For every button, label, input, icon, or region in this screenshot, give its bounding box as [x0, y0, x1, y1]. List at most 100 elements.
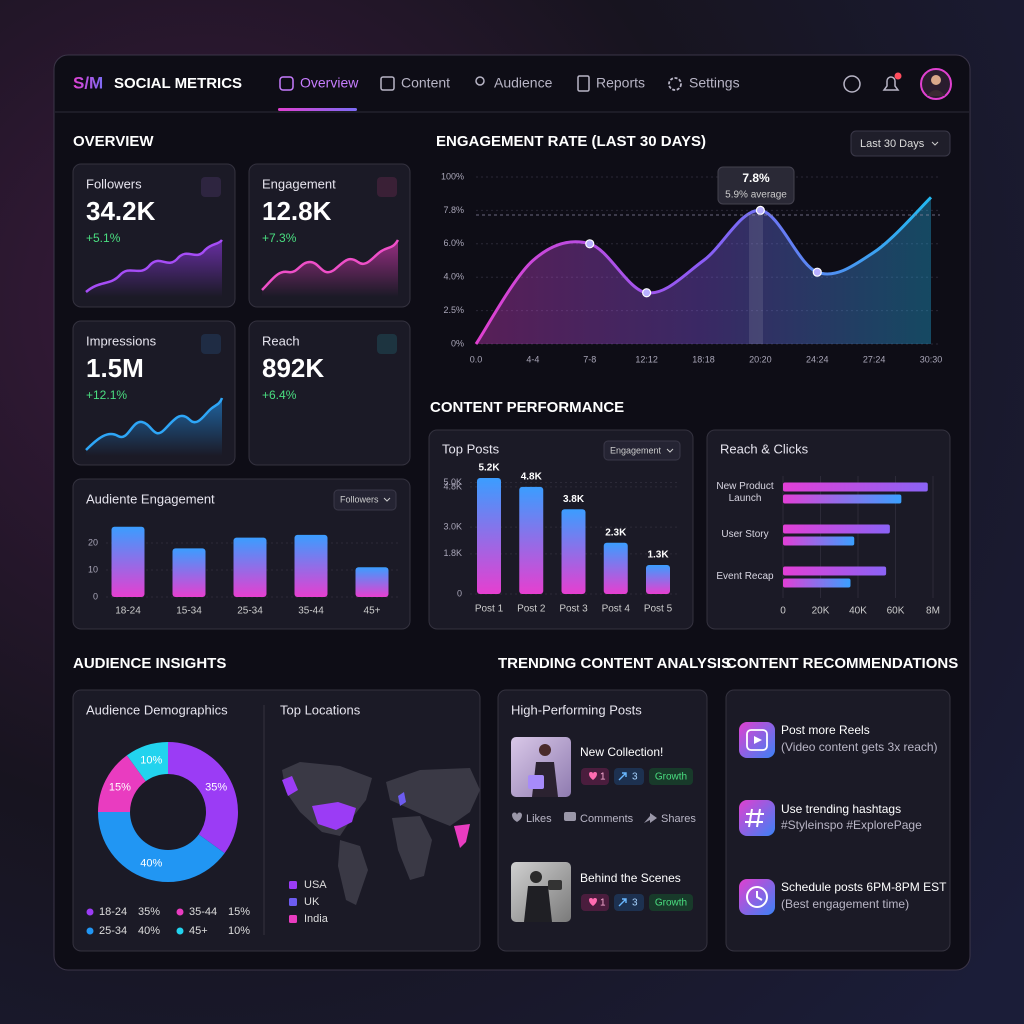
x-tick-label: 12:12	[635, 354, 658, 364]
x-tick-label: Post 3	[559, 604, 588, 615]
tooltip-note: 5.9% average	[725, 190, 787, 201]
bar	[783, 482, 928, 492]
share-icon[interactable]	[644, 813, 657, 823]
hover-band	[749, 214, 763, 344]
map-alaska	[282, 776, 298, 796]
dropdown[interactable]	[850, 130, 951, 157]
sparkline-area	[262, 240, 398, 297]
card	[725, 689, 951, 952]
donut-segment	[98, 812, 225, 882]
nav-icon	[668, 77, 682, 91]
bar	[783, 494, 902, 504]
chevron	[383, 497, 391, 502]
heart-icon	[589, 772, 597, 780]
post[interactable]: New Collection! 1 3 Growth	[511, 737, 693, 797]
metric-label: Reach	[262, 333, 300, 348]
y-tick-label: 20	[88, 537, 98, 547]
post-image-figure	[530, 871, 542, 883]
rec-title: Post more Reels	[781, 723, 870, 737]
legend-label: 45+	[189, 925, 208, 937]
post-title: Behind the Scenes	[580, 871, 681, 885]
pill	[614, 768, 644, 785]
y-tick-label: 4.0%	[443, 272, 464, 282]
section-title: AUDIENCE INSIGHTS	[73, 655, 226, 672]
x-tick-label: 60K	[887, 606, 905, 617]
legend-value: 15%	[228, 906, 250, 918]
x-tick-label: 4-4	[526, 354, 539, 364]
bar	[294, 534, 328, 597]
dropdown[interactable]	[333, 489, 397, 511]
legend-swatch	[176, 908, 184, 916]
clock-glyph	[756, 891, 763, 901]
tooltip	[717, 166, 795, 205]
y-tick-label: 0%	[451, 338, 464, 348]
point	[585, 239, 595, 249]
data-label: 3.8K	[563, 494, 585, 505]
nav-item[interactable]: Audience	[494, 75, 553, 91]
tooltip-value: 7.8%	[742, 171, 770, 185]
hbar-chart: 0 20K 40K 60K 8M New Product Launch User Story…	[716, 476, 940, 617]
card-title: Reach & Clicks	[720, 441, 809, 456]
y-tick-label: 7.8%	[443, 205, 464, 215]
map-uk	[398, 792, 406, 806]
dropdown[interactable]	[603, 440, 681, 461]
reels-glyph	[754, 736, 762, 744]
metric-value: 1.5M	[86, 353, 144, 383]
metric-icon	[201, 177, 221, 197]
nav-icon	[475, 76, 485, 86]
legend-label: USA	[304, 879, 327, 891]
x-tick-label: 20:20	[749, 354, 772, 364]
logo: S/M	[73, 73, 103, 92]
legend-swatch	[86, 927, 94, 935]
shares-count: 3	[632, 898, 638, 909]
metric-change: +5.1%	[86, 231, 121, 245]
legend-swatch	[176, 927, 184, 935]
bar	[603, 542, 628, 594]
legend-value: 40%	[138, 925, 160, 937]
chevron	[931, 141, 939, 146]
legend-label: 35-44	[189, 906, 217, 918]
rec-title: Schedule posts 6PM-8PM EST	[781, 880, 947, 894]
y-tick-label: 0	[457, 588, 462, 598]
shares-count: 3	[632, 772, 638, 783]
nav-item[interactable]: Reports	[596, 75, 645, 91]
nav-item[interactable]: Content	[401, 75, 450, 91]
nav-icon	[279, 76, 294, 91]
bar	[519, 486, 544, 594]
map-land	[338, 840, 368, 905]
help-icon[interactable]	[843, 75, 861, 93]
section-title: CONTENT PERFORMANCE	[430, 399, 624, 416]
post[interactable]: Behind the Scenes 1 3 Growth	[511, 862, 693, 922]
data-label: 5.2K	[478, 463, 500, 474]
bar-chart: 0 10 20 18-24 15-34 25-34 35-44 45+	[88, 526, 398, 617]
x-tick-label: 8M	[926, 606, 940, 617]
metric-value: 892K	[262, 353, 324, 383]
bar	[783, 578, 851, 588]
action-label[interactable]: Shares	[661, 813, 696, 825]
like-icon[interactable]	[512, 812, 522, 823]
metric-label: Impressions	[86, 333, 157, 348]
data-label: 40%	[140, 857, 162, 869]
action-label[interactable]: Comments	[580, 813, 634, 825]
card-title: Top Locations	[280, 702, 361, 717]
y-tick-label: 10	[88, 564, 98, 574]
action-label[interactable]: Likes	[526, 813, 552, 825]
comment-icon[interactable]	[564, 812, 576, 821]
nav-item[interactable]: Settings	[689, 75, 740, 91]
legend-label: 18-24	[99, 906, 127, 918]
metric-change: +12.1%	[86, 388, 127, 402]
nav-item[interactable]: Overview	[300, 75, 359, 91]
line-chart: 0% 2.5% 4.0% 6.0% 7.8% 100% 0.0 4-4 7-8 12:12 18:1…	[441, 171, 942, 364]
hashtag-icon	[739, 800, 775, 836]
metric-label: Engagement	[262, 176, 336, 191]
data-label: 35%	[205, 781, 227, 793]
rec-detail: #Styleinspo #ExplorePage	[781, 818, 922, 832]
point	[812, 267, 822, 277]
legend-value: 10%	[228, 925, 250, 937]
metric-value: 12.8K	[262, 196, 332, 226]
dropdown-label: Followers	[340, 494, 379, 504]
bell-icon[interactable]	[882, 76, 900, 91]
y-tick-label: 0	[93, 591, 98, 601]
x-tick-label: 45+	[364, 606, 381, 617]
